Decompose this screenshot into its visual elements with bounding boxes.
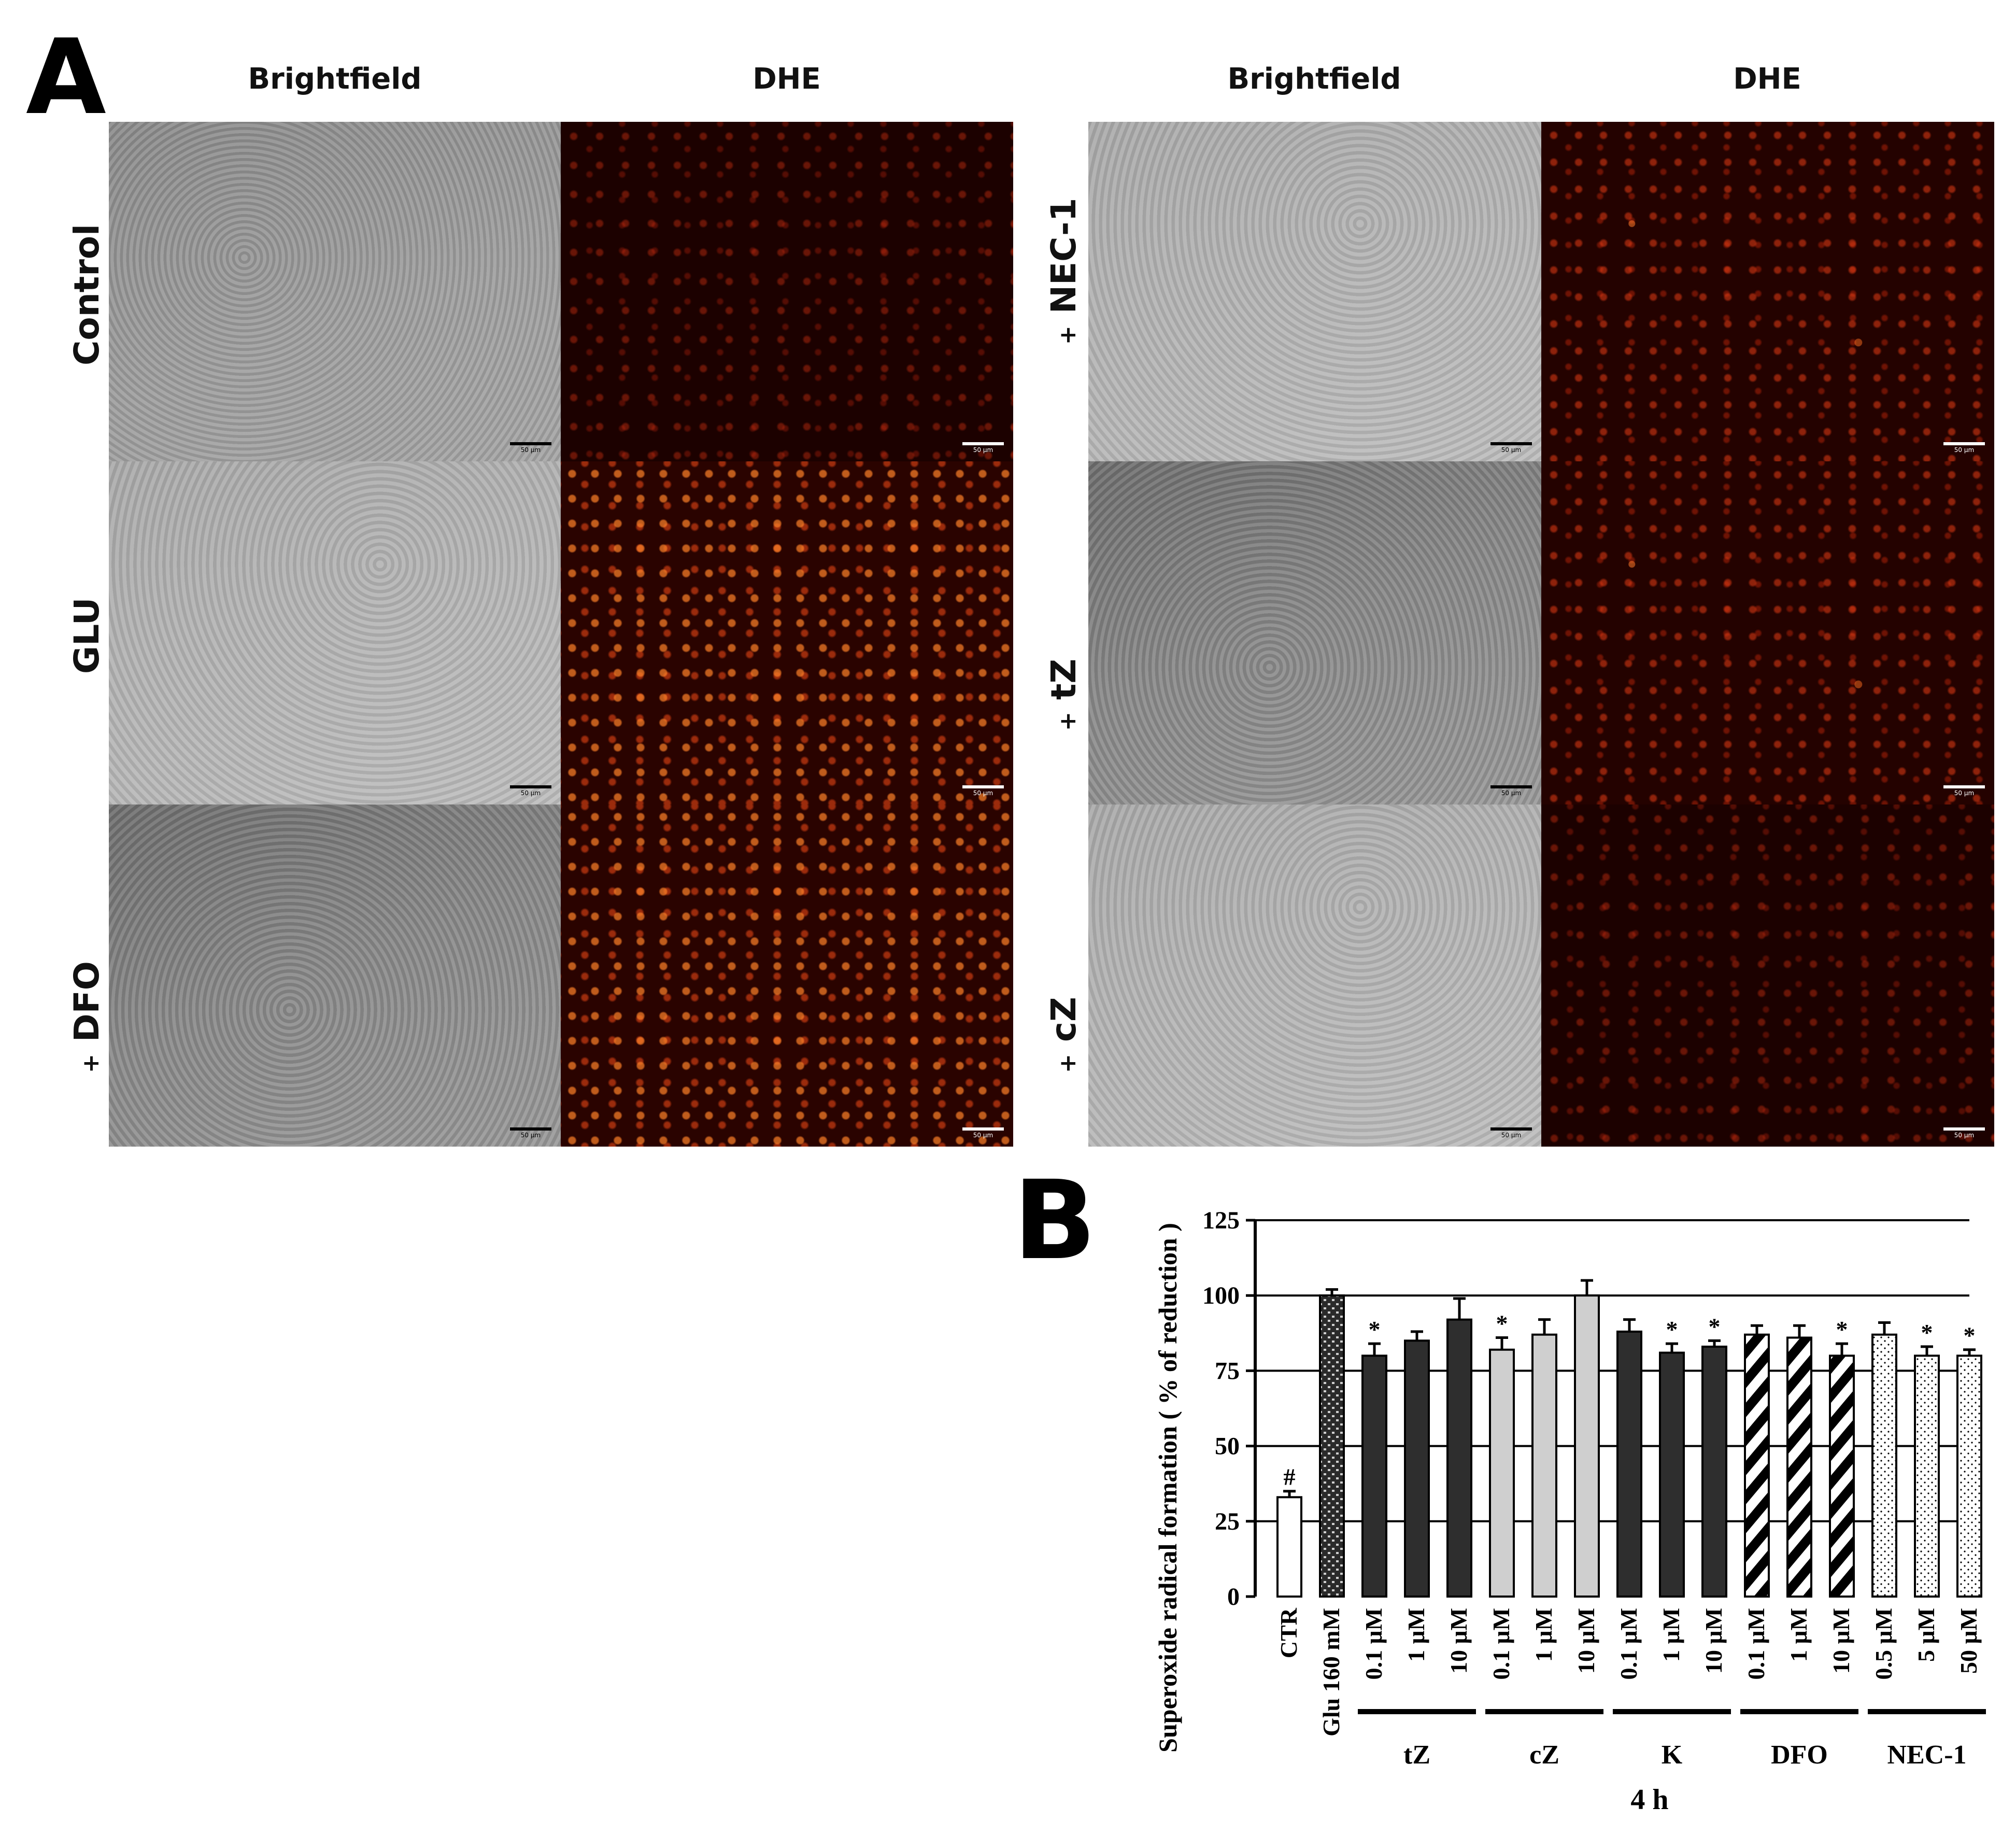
bar	[1531, 1333, 1557, 1598]
row-label-nec1: + NEC-1	[1044, 197, 1084, 345]
y-tick-label: 0	[1227, 1583, 1240, 1611]
panel-b-letter: B	[1013, 1157, 1097, 1284]
micrograph-tz-dhe: 50 μm	[1541, 461, 1994, 804]
significance-marker: *	[1369, 1316, 1381, 1343]
bar	[1446, 1318, 1472, 1598]
bar	[1659, 1351, 1685, 1598]
micrograph-dfo-brightfield: 50 μm	[109, 804, 561, 1147]
bar	[1616, 1330, 1642, 1598]
micrograph-glu-dhe: 50 μm	[561, 461, 1013, 804]
micrograph-nec1-brightfield: 50 μm	[1088, 122, 1541, 461]
category-label: 0.5 μM	[1870, 1608, 1897, 1680]
significance-marker: *	[1964, 1322, 1976, 1349]
bar	[1361, 1354, 1387, 1598]
group-label: tZ	[1403, 1740, 1430, 1770]
bar	[1404, 1339, 1430, 1598]
bar	[1744, 1333, 1770, 1598]
y-tick-label: 50	[1215, 1433, 1240, 1460]
bar	[1914, 1354, 1940, 1598]
bar	[1701, 1345, 1727, 1598]
group-label: NEC-1	[1887, 1740, 1966, 1770]
bar	[1319, 1294, 1345, 1598]
significance-marker: #	[1284, 1464, 1296, 1490]
row-label-dfo: + DFO	[67, 961, 107, 1073]
significance-marker: *	[1666, 1316, 1678, 1343]
category-label: 5 μM	[1913, 1608, 1939, 1662]
significance-marker: *	[1921, 1319, 1933, 1346]
x-axis-title: 4 h	[1630, 1784, 1668, 1816]
micrograph-nec1-dhe: 50 μm	[1541, 122, 1994, 461]
bar	[1871, 1333, 1897, 1598]
category-label: 10 μM	[1828, 1608, 1854, 1674]
micrograph-tz-brightfield: 50 μm	[1088, 461, 1541, 804]
category-label: 0.1 μM	[1360, 1608, 1387, 1680]
y-tick-label: 125	[1202, 1207, 1240, 1234]
category-label: 10 μM	[1445, 1608, 1472, 1674]
category-label: 1 μM	[1530, 1608, 1557, 1662]
row-label-tz: + tZ	[1044, 658, 1084, 731]
y-tick-label: 75	[1215, 1357, 1240, 1385]
micrograph-control-brightfield: 50 μm	[109, 122, 561, 461]
category-label: 1 μM	[1658, 1608, 1684, 1662]
category-label: 10 μM	[1573, 1608, 1599, 1674]
bar	[1786, 1336, 1812, 1598]
y-axis-title: Superoxide radical formation ( % of redu…	[1153, 1223, 1182, 1753]
bar	[1956, 1354, 1982, 1598]
category-label: 0.1 μM	[1743, 1608, 1769, 1680]
category-label: Glu 160 mM	[1318, 1608, 1344, 1737]
y-tick-label: 100	[1202, 1282, 1240, 1309]
category-label: 1 μM	[1785, 1608, 1812, 1662]
row-label-cz: + cZ	[1044, 997, 1084, 1073]
bar	[1489, 1348, 1515, 1598]
micrograph-cz-brightfield: 50 μm	[1088, 804, 1541, 1147]
micrograph-cz-dhe: 50 μm	[1541, 804, 1994, 1147]
row-label-glu: GLU	[67, 597, 107, 674]
category-label: 0.1 μM	[1488, 1608, 1514, 1680]
significance-marker: *	[1836, 1316, 1848, 1343]
column-header-brightfield-left: Brightfield	[248, 62, 422, 96]
micrograph-glu-brightfield: 50 μm	[109, 461, 561, 804]
category-label: 0.1 μM	[1615, 1608, 1642, 1680]
category-label: 10 μM	[1700, 1608, 1727, 1674]
column-header-dhe-right: DHE	[1733, 62, 1801, 96]
row-label-control: Control	[67, 224, 107, 365]
panel-a-letter: A	[26, 17, 106, 138]
category-label: 1 μM	[1403, 1608, 1429, 1662]
group-label: cZ	[1529, 1740, 1559, 1770]
category-label: 50 μM	[1955, 1608, 1982, 1674]
bar	[1829, 1354, 1855, 1598]
column-header-dhe-left: DHE	[753, 62, 821, 96]
bar	[1574, 1294, 1600, 1598]
micrograph-control-dhe: 50 μm	[561, 122, 1013, 461]
group-label: DFO	[1771, 1740, 1828, 1770]
y-tick-label: 25	[1215, 1508, 1240, 1535]
significance-marker: *	[1496, 1310, 1508, 1337]
bar	[1276, 1496, 1302, 1598]
category-label: CTR	[1275, 1607, 1302, 1658]
micrograph-dfo-dhe: 50 μm	[561, 804, 1013, 1147]
significance-marker: *	[1709, 1313, 1721, 1339]
group-label: K	[1662, 1740, 1683, 1770]
column-header-brightfield-right: Brightfield	[1227, 62, 1401, 96]
